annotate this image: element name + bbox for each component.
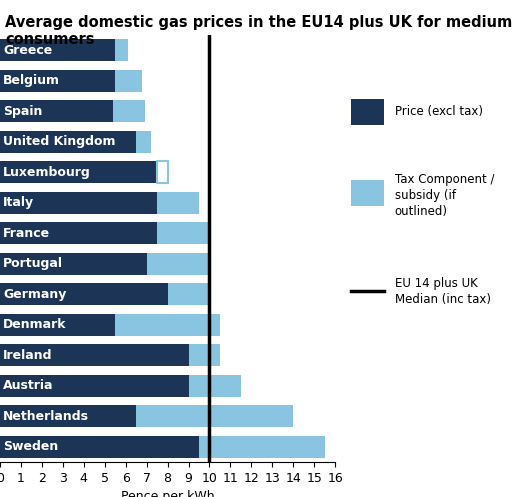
Text: Germany: Germany (3, 288, 66, 301)
Bar (0, 375, 188, 397)
Text: Tax Component /
subsidy (if
outlined): Tax Component / subsidy (if outlined) (395, 172, 494, 218)
Bar (351, 180, 384, 206)
Bar (0, 253, 147, 275)
Bar (147, 253, 210, 275)
Text: United Kingdom: United Kingdom (3, 135, 115, 148)
Bar (0, 100, 113, 122)
Bar (136, 406, 293, 427)
X-axis label: Pence per kWh: Pence per kWh (121, 491, 214, 497)
Text: Denmark: Denmark (3, 318, 66, 331)
Bar (0, 39, 115, 61)
Bar (0, 131, 136, 153)
Bar (115, 39, 128, 61)
Bar (199, 436, 325, 458)
Bar (188, 344, 220, 366)
Text: Ireland: Ireland (3, 349, 53, 362)
Bar (0, 70, 115, 91)
Bar (168, 283, 210, 305)
Bar (0, 406, 136, 427)
Bar (0, 161, 157, 183)
Text: Italy: Italy (3, 196, 34, 209)
Bar (0, 222, 157, 244)
Bar (351, 99, 384, 125)
Text: Average domestic gas prices in the EU14 plus UK for medium consumers: Average domestic gas prices in the EU14 … (5, 15, 512, 47)
Text: Portugal: Portugal (3, 257, 63, 270)
Bar (188, 375, 241, 397)
Bar (157, 222, 210, 244)
Bar (136, 131, 151, 153)
Text: Austria: Austria (3, 379, 54, 393)
Bar (115, 314, 220, 336)
Bar (0, 344, 188, 366)
Text: Price (excl tax): Price (excl tax) (395, 105, 483, 118)
Text: Spain: Spain (3, 104, 43, 118)
Bar (157, 192, 199, 214)
Text: Netherlands: Netherlands (3, 410, 89, 423)
Text: Luxembourg: Luxembourg (3, 166, 91, 179)
Bar (0, 192, 157, 214)
Text: Belgium: Belgium (3, 74, 60, 87)
Bar (157, 161, 168, 183)
Text: Sweden: Sweden (3, 440, 59, 453)
Bar (0, 283, 168, 305)
Text: France: France (3, 227, 50, 240)
Text: EU 14 plus UK
Median (inc tax): EU 14 plus UK Median (inc tax) (395, 277, 491, 306)
Bar (0, 436, 199, 458)
Bar (113, 100, 145, 122)
Bar (115, 70, 143, 91)
Bar (0, 314, 115, 336)
Text: Greece: Greece (3, 44, 52, 57)
